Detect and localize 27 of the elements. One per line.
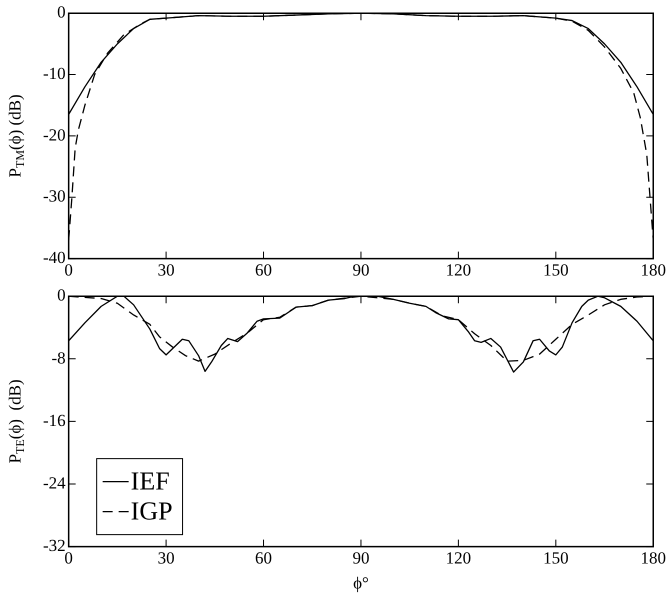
- x-tick-label: 180: [640, 548, 666, 568]
- y-axis-title: PTM(ϕ) (dB): [5, 94, 28, 178]
- x-tick-label: 150: [543, 260, 569, 280]
- y-tick-label: -16: [42, 410, 66, 430]
- x-axis-title: ϕ°: [353, 573, 369, 592]
- y-tick-label: -20: [42, 125, 66, 144]
- x-tick-label: 180: [640, 260, 666, 280]
- x-tick-label: 90: [352, 260, 370, 280]
- y-axis-title: PTE(ϕ) (dB): [5, 379, 28, 464]
- x-tick-label: 30: [158, 548, 175, 568]
- y-tick-label: 0: [57, 286, 66, 305]
- legend-label: IEF: [130, 466, 170, 496]
- y-tick-label: -10: [42, 64, 66, 84]
- x-tick-label: 60: [255, 548, 272, 568]
- y-tick-label: 0: [57, 2, 66, 22]
- x-tick-label: 60: [255, 260, 272, 280]
- legend-label: IGP: [130, 496, 173, 526]
- y-tick-label: -8: [51, 348, 66, 368]
- x-tick-label: 150: [543, 548, 569, 568]
- y-tick-label: -24: [42, 473, 66, 492]
- y-tick-label: -30: [42, 186, 66, 206]
- x-tick-label: 120: [446, 260, 472, 280]
- x-tick-label: 30: [158, 260, 175, 280]
- y-tick-label: -32: [42, 536, 66, 556]
- x-tick-label: 120: [446, 548, 472, 568]
- y-tick-label: -40: [42, 248, 66, 268]
- x-tick-label: 90: [352, 548, 370, 568]
